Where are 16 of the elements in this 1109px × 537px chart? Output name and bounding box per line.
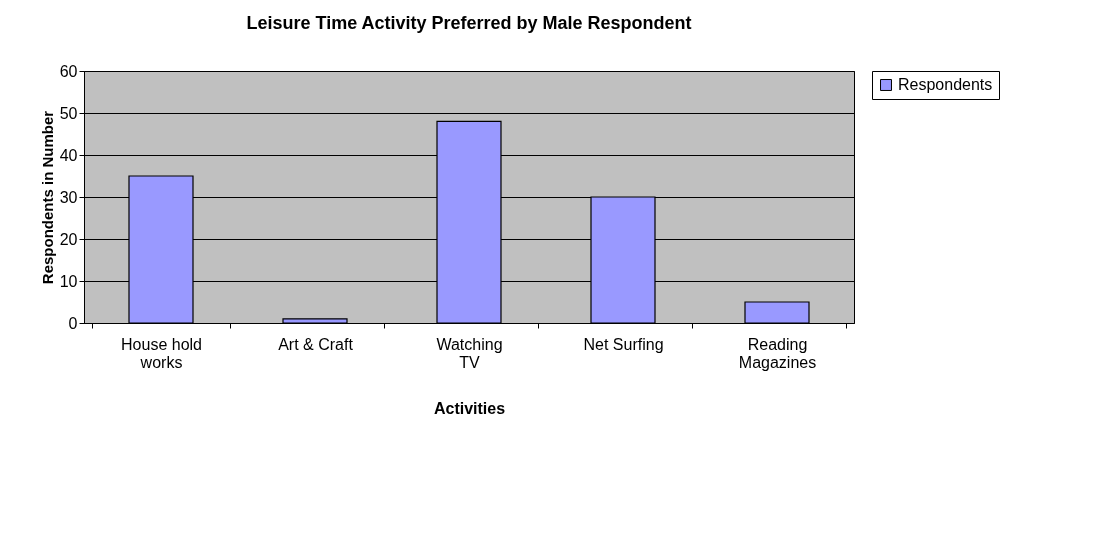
y-tick-label: 20	[59, 230, 78, 248]
x-tick-label: House hold works	[121, 335, 202, 371]
x-axis-title: Activities	[433, 399, 506, 417]
x-tick-label: Art & Craft	[278, 335, 354, 353]
x-tick-label: Net Surfing	[583, 335, 664, 353]
chart-title: Leisure Time Activity Preferred by Male Respondent	[246, 13, 692, 33]
legend-label: Respondents	[898, 76, 993, 93]
x-tick-label: Watching TV	[436, 335, 503, 371]
y-tick-label: 60	[59, 62, 78, 80]
y-tick-label: 40	[59, 146, 78, 164]
y-axis-title: Respondents in Number	[38, 110, 56, 285]
y-tick-label: 30	[59, 188, 78, 206]
y-tick-label: 10	[59, 272, 78, 290]
y-tick-label: 50	[59, 104, 78, 122]
y-tick-label: 0	[68, 314, 78, 332]
x-tick-label: Reading Magazines	[738, 335, 817, 371]
